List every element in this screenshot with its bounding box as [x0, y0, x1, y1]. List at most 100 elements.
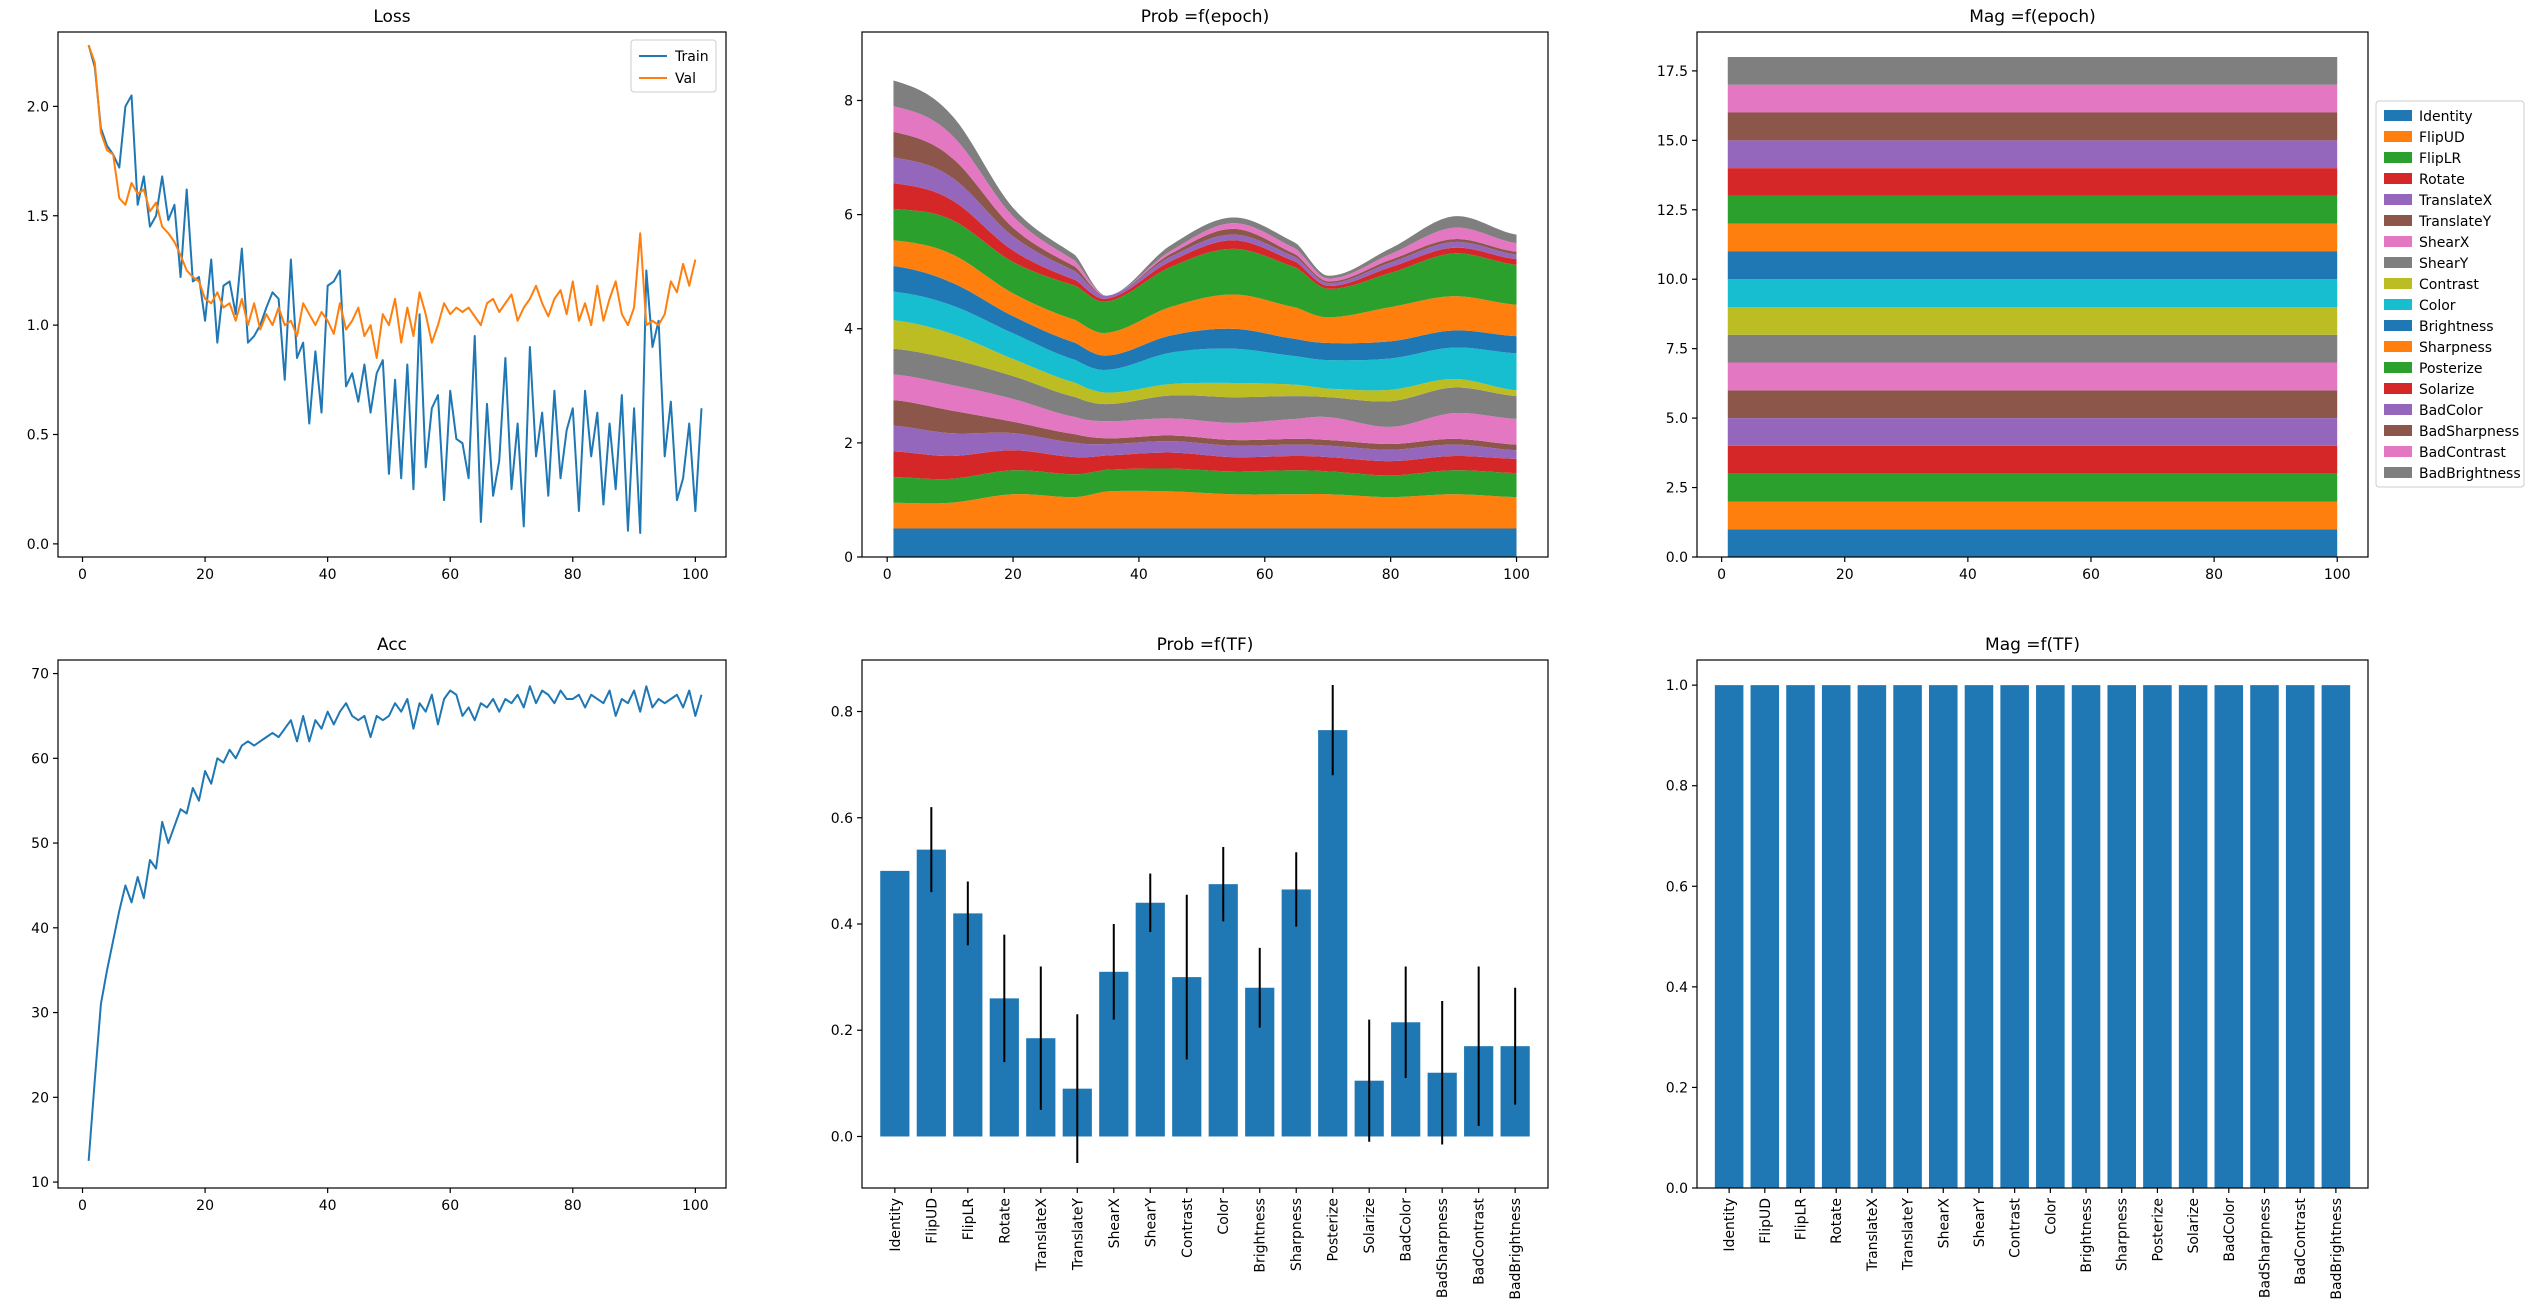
x-tick-label: 0	[78, 567, 87, 583]
y-tick-label: 8	[844, 93, 853, 109]
y-tick-label: 50	[31, 836, 49, 852]
bar-shearx	[1928, 685, 1958, 1188]
chart-title: Mag =f(epoch)	[1969, 7, 2096, 27]
x-tick-label: TranslateY	[1901, 1198, 1917, 1272]
area-band-shearx	[893, 374, 1517, 445]
legend-swatch	[2384, 131, 2412, 142]
chart-title: Acc	[377, 635, 407, 655]
x-tick-label: Contrast	[1180, 1197, 1196, 1257]
legend-label: BadSharpness	[2419, 424, 2519, 440]
x-tick-label: 40	[319, 1198, 337, 1214]
chart-title: Prob =f(epoch)	[1141, 7, 1269, 27]
area-band-color	[1727, 279, 2338, 307]
plot-area-frame	[861, 659, 1549, 1189]
area-band-solarize	[893, 183, 1517, 302]
chart-title: Prob =f(TF)	[1157, 635, 1254, 655]
y-tick-label: 17.5	[1657, 64, 1688, 80]
x-tick-label: Solarize	[1362, 1198, 1378, 1254]
y-tick-label: 12.5	[1657, 203, 1688, 219]
area-band-shearx	[1727, 362, 2338, 391]
x-tick-label: 0	[78, 1198, 87, 1214]
area-band-badbrightness	[1727, 57, 2338, 85]
x-tick-label: 40	[319, 567, 337, 583]
bar-brightness	[2071, 685, 2101, 1188]
x-tick-label: TranslateY	[1070, 1198, 1086, 1272]
bar-sharpness	[2107, 685, 2136, 1188]
legend-swatch	[2384, 152, 2412, 163]
x-tick-label: 80	[2205, 567, 2223, 583]
bar-badcontrast	[2285, 685, 2315, 1188]
bar-sheary	[1135, 902, 1165, 1137]
area-band-badbrightness	[893, 80, 1517, 296]
x-tick-label: 100	[2324, 567, 2351, 583]
area-band-solarize	[1727, 168, 2338, 196]
y-tick-label: 10	[31, 1175, 49, 1191]
bar-identity	[880, 870, 910, 1137]
chart-title: Mag =f(TF)	[1985, 635, 2080, 655]
legend-label: FlipUD	[2419, 130, 2465, 146]
legend-swatch	[2384, 299, 2412, 310]
area-band-flipud	[893, 490, 1517, 529]
area-band-sharpness	[893, 240, 1517, 356]
legend-label: TranslateY	[2418, 214, 2492, 230]
legend-label: BadBrightness	[2419, 466, 2521, 482]
legend-swatch	[2384, 362, 2412, 373]
chart-mag_epoch: Mag =f(epoch) 0.0 2.5 5.0 7.5 10.0 12.5 15.0 17.…	[1657, 7, 2525, 583]
y-tick-label: 30	[31, 1006, 49, 1022]
y-tick-label: 2.5	[1666, 481, 1688, 497]
legend-swatch	[2384, 278, 2412, 289]
legend-label: Contrast	[2419, 277, 2479, 293]
y-tick-label: 0.4	[1666, 980, 1688, 996]
x-tick-label: 60	[1256, 567, 1274, 583]
x-tick-label: ShearY	[1972, 1198, 1988, 1248]
area-band-translatex	[1727, 418, 2338, 446]
area-band-translatey	[893, 400, 1517, 451]
y-tick-label: 1.0	[27, 318, 49, 334]
chart-prob_tf: Identity FlipUD FlipLR Rotate TranslateX Tran…	[831, 635, 1549, 1300]
y-tick-label: 0.5	[27, 428, 49, 444]
x-tick-label: 100	[682, 567, 709, 583]
y-tick-label: 0.6	[831, 811, 853, 827]
area-band-fliplr	[893, 468, 1517, 504]
y-tick-label: 40	[31, 921, 49, 937]
legend-label: BadColor	[2419, 403, 2483, 419]
y-tick-label: 1.5	[27, 209, 49, 225]
x-tick-label: 80	[564, 1198, 582, 1214]
legend-swatch	[2384, 110, 2412, 121]
legend: Train Val	[630, 39, 717, 93]
x-tick-label: 80	[564, 567, 582, 583]
y-tick-label: 0.0	[831, 1129, 853, 1145]
bar-fliplr	[1786, 685, 1815, 1188]
y-tick-label: 7.5	[1666, 342, 1688, 358]
bar-translatey	[1893, 685, 1922, 1188]
legend-label: Rotate	[2419, 172, 2465, 188]
bar-badcolor	[2214, 685, 2244, 1188]
y-tick-label: 0.8	[1666, 779, 1688, 795]
x-tick-label: 20	[1004, 567, 1022, 583]
x-tick-label: BadSharpness	[1435, 1198, 1451, 1298]
x-tick-label: Identity	[888, 1198, 904, 1252]
legend-swatch	[2384, 446, 2412, 457]
area-band-color	[893, 291, 1517, 393]
legend-swatch	[2384, 173, 2412, 184]
y-tick-label: 6	[844, 208, 853, 224]
chart-loss: Loss 0.0 0.5 1.0 1.5 2.0 0 20 40 60 80 100 Train Val	[27, 7, 727, 583]
bar-identity	[1714, 685, 1744, 1188]
series-line-train	[87, 44, 703, 534]
plot-area-frame	[57, 659, 727, 1189]
bar-flipud	[1750, 685, 1780, 1188]
x-tick-label: BadColor	[1399, 1198, 1415, 1262]
y-tick-label: 0.0	[1666, 1181, 1688, 1197]
legend-label: BadContrast	[2419, 445, 2506, 461]
y-tick-label: 60	[31, 751, 49, 767]
legend-swatch	[2384, 215, 2412, 226]
chart-mag_tf: Identity FlipUD FlipLR Rotate TranslateX Tran…	[1666, 635, 2369, 1300]
y-tick-label: 20	[31, 1090, 49, 1106]
area-band-brightness	[893, 265, 1517, 371]
area-band-badcolor	[1727, 140, 2338, 169]
y-tick-label: 0.0	[1666, 550, 1688, 566]
legend-swatch	[2384, 194, 2412, 205]
x-tick-label: Posterize	[2150, 1198, 2166, 1262]
bar-badsharpness	[2250, 685, 2279, 1188]
y-tick-label: 0.4	[831, 917, 853, 933]
